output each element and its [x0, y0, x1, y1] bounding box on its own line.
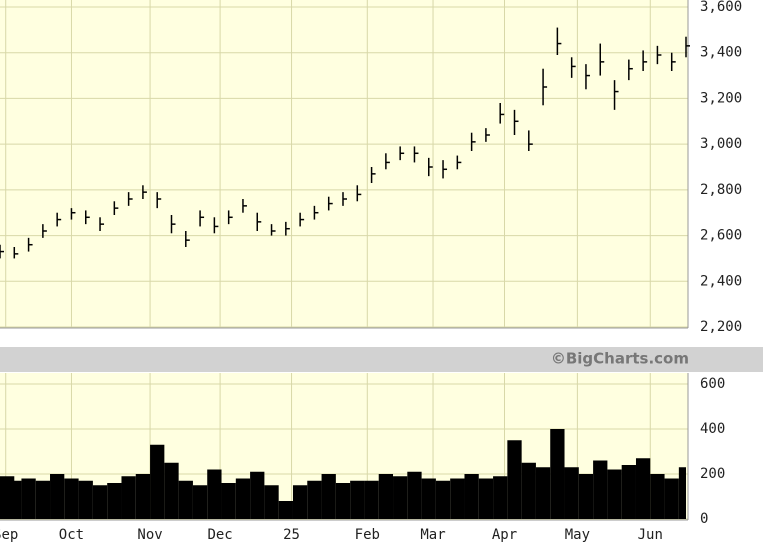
volume-bar	[421, 478, 436, 519]
volume-bar	[92, 485, 108, 519]
volume-bar	[164, 462, 179, 519]
volume-bar	[7, 480, 22, 519]
volume-bar	[250, 471, 265, 519]
y-tick-label: 3,600	[700, 0, 742, 15]
volume-bar	[364, 480, 379, 519]
volume-bar	[521, 462, 536, 519]
y-tick-label: 3,200	[700, 90, 742, 106]
x-tick-label: Sep	[0, 527, 18, 543]
x-tick-label: Apr	[492, 527, 517, 543]
volume-bar	[621, 465, 636, 519]
volume-bar	[635, 458, 651, 519]
volume-bar	[207, 469, 222, 519]
y-tick-label: 2,400	[700, 273, 742, 289]
y-tick-label: 2,200	[700, 319, 742, 335]
volume-bar	[335, 483, 351, 519]
x-tick-label: Jun	[638, 527, 663, 543]
volume-bar	[50, 474, 65, 519]
volume-bar	[278, 501, 293, 519]
y-tick-label: 0	[700, 511, 708, 527]
volume-bar	[407, 471, 422, 519]
volume-bar	[678, 467, 686, 519]
price-panel	[0, 0, 688, 328]
volume-bar	[393, 476, 408, 519]
volume-bar	[507, 440, 522, 519]
y-tick-label: 200	[700, 466, 725, 482]
y-tick-label: 3,000	[700, 136, 742, 152]
volume-bar	[221, 483, 236, 519]
volume-bar	[378, 474, 394, 519]
y-tick-label: 400	[700, 421, 725, 437]
y-tick-label: 3,400	[700, 45, 742, 61]
volume-bar	[593, 460, 608, 519]
y-tick-label: 2,600	[700, 228, 742, 244]
x-tick-label: Mar	[420, 527, 445, 543]
volume-bar	[535, 467, 551, 519]
volume-bar	[578, 474, 594, 519]
x-tick-label: Feb	[355, 527, 380, 543]
y-tick-label: 2,800	[700, 182, 742, 198]
volume-bar	[150, 444, 165, 519]
separator-band	[0, 347, 763, 372]
volume-bar	[550, 429, 565, 519]
volume-bar	[121, 476, 136, 519]
volume-bar	[564, 467, 579, 519]
volume-bar	[650, 474, 665, 519]
volume-bar	[107, 483, 122, 519]
volume-bar	[235, 478, 251, 519]
volume-bar	[178, 480, 193, 519]
x-tick-label: Dec	[207, 527, 232, 543]
x-tick-label: 25	[283, 527, 300, 543]
watermark: ©BigCharts.com	[551, 350, 689, 368]
volume-bar	[435, 480, 451, 519]
volume-bar	[464, 474, 479, 519]
x-tick-label: May	[565, 527, 590, 543]
volume-bar	[35, 480, 51, 519]
volume-bar	[664, 478, 679, 519]
volume-bar	[292, 485, 308, 519]
volume-bar	[450, 478, 465, 519]
volume-bar	[350, 480, 365, 519]
volume-bar	[21, 478, 36, 519]
volume-bar	[478, 478, 494, 519]
volume-bar	[192, 485, 208, 519]
volume-bar	[64, 478, 79, 519]
volume-bar	[264, 485, 279, 519]
x-tick-label: Oct	[59, 527, 84, 543]
volume-bar	[307, 480, 322, 519]
volume-bar	[321, 474, 336, 519]
volume-bar	[607, 469, 622, 519]
x-tick-label: Nov	[137, 527, 162, 543]
volume-bar	[78, 480, 93, 519]
volume-bar	[135, 474, 151, 519]
volume-bar	[493, 476, 508, 519]
y-tick-label: 600	[700, 376, 725, 392]
